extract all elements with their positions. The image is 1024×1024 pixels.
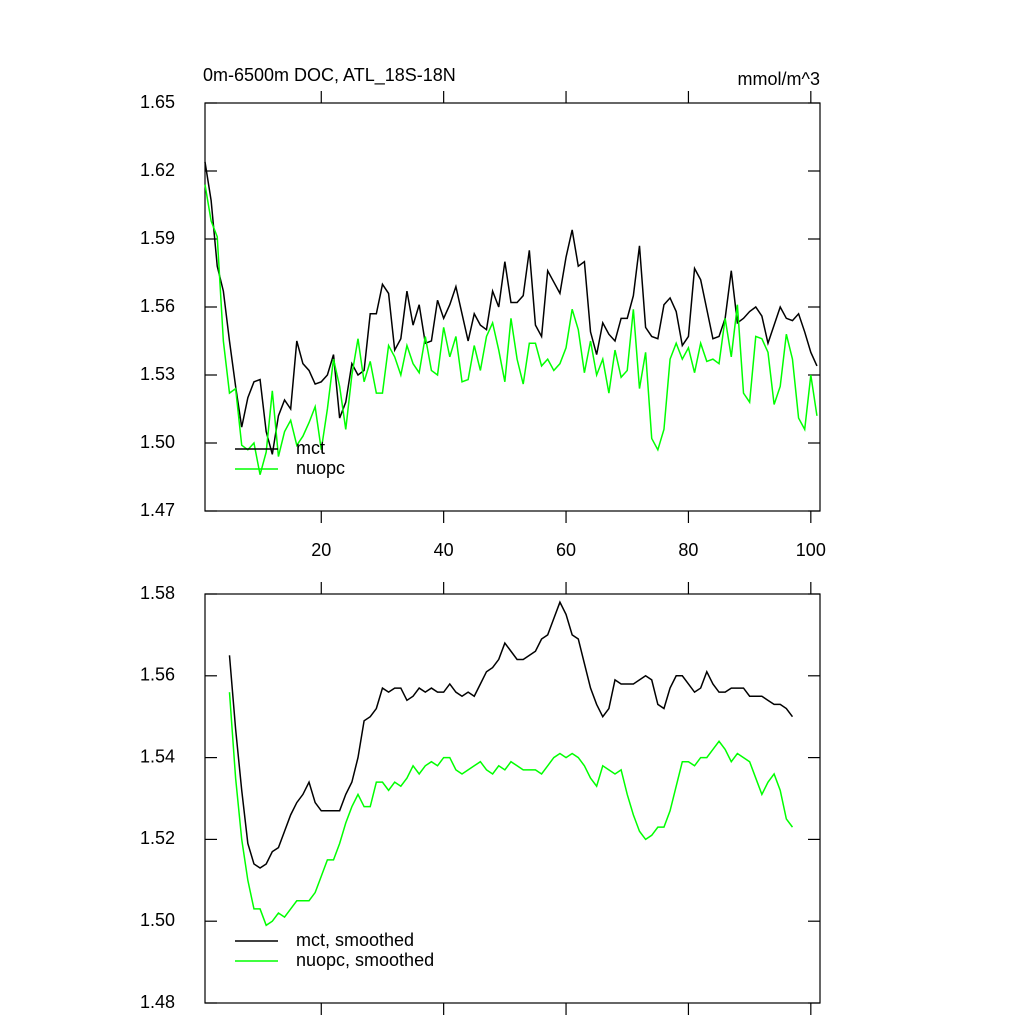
y-tick-label: 1.59 <box>140 228 175 248</box>
plot-frame <box>204 593 821 1004</box>
y-tick-label: 1.56 <box>140 665 175 685</box>
y-tick-label: 1.62 <box>140 160 175 180</box>
y-tick-label: 1.50 <box>140 910 175 930</box>
data-line <box>204 184 818 475</box>
units-label: mmol/m^3 <box>738 69 820 89</box>
legend-label: nuopc, smoothed <box>296 950 434 970</box>
legend-label: mct <box>296 438 325 458</box>
data-line <box>228 692 794 927</box>
y-tick-label: 1.52 <box>140 828 175 848</box>
y-tick-label: 1.65 <box>140 92 175 112</box>
y-tick-label: 1.48 <box>140 992 175 1012</box>
y-tick-label: 1.50 <box>140 432 175 452</box>
chart-title: 0m-6500m DOC, ATL_18S-18N <box>203 65 456 86</box>
y-tick-label: 1.47 <box>140 500 175 520</box>
legend-label: nuopc <box>296 458 345 478</box>
x-tick-label: 80 <box>678 540 698 560</box>
y-tick-label: 1.56 <box>140 296 175 316</box>
y-tick-label: 1.58 <box>140 583 175 603</box>
x-tick-label: 60 <box>556 540 576 560</box>
data-line <box>228 600 794 869</box>
x-tick-label: 20 <box>311 540 331 560</box>
x-tick-label: 40 <box>434 540 454 560</box>
x-tick-label: 100 <box>796 540 826 560</box>
legend-label: mct, smoothed <box>296 930 414 950</box>
y-tick-label: 1.54 <box>140 746 175 766</box>
y-tick-label: 1.53 <box>140 364 175 384</box>
data-line <box>204 161 818 455</box>
